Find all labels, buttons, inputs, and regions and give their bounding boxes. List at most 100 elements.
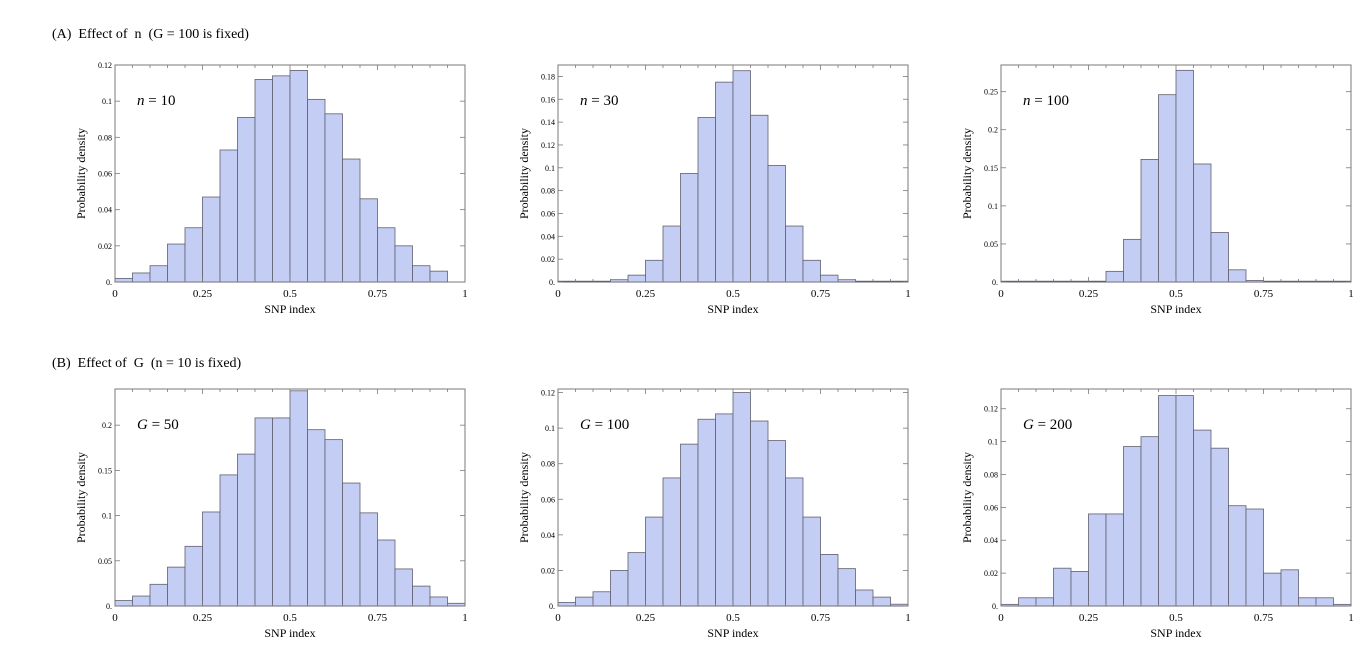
y-tick-label: 0.02 <box>541 566 555 575</box>
y-tick-label: 0.1 <box>988 202 998 211</box>
histogram-bar <box>855 589 874 607</box>
histogram-bar <box>1263 572 1282 607</box>
histogram-bar <box>167 566 186 607</box>
histogram-bar <box>1175 395 1194 607</box>
histogram-bar <box>1228 269 1247 283</box>
panel-annotation: n = 100 <box>1023 93 1069 109</box>
histogram-bar <box>1140 159 1159 283</box>
x-axis-label: SNP index <box>264 626 315 640</box>
histogram-bar <box>307 429 326 607</box>
x-tick-label: 0 <box>998 612 1004 624</box>
histogram-bar <box>732 392 751 607</box>
y-tick-label: 0.04 <box>984 536 998 545</box>
histogram-bar <box>1280 280 1299 283</box>
y-tick-label: 0.04 <box>541 531 555 540</box>
histogram-bar <box>785 477 804 607</box>
panel-annotation: G = 100 <box>580 417 629 433</box>
y-tick-label: 0. <box>106 602 112 611</box>
histogram-bar <box>1315 280 1334 283</box>
histogram-bar <box>359 198 378 283</box>
y-tick-label: 0.05 <box>98 557 112 566</box>
histogram-bar <box>114 600 133 607</box>
y-tick-label: 0.2 <box>102 421 112 430</box>
y-tick-label: 0.08 <box>541 460 555 469</box>
histogram-bar <box>680 173 699 283</box>
y-tick-label: 0.14 <box>541 118 555 127</box>
histogram-bar <box>202 511 221 607</box>
y-tick-label: 0.05 <box>984 240 998 249</box>
x-axis-label: SNP index <box>1150 626 1201 640</box>
x-tick-label: 0 <box>555 612 561 624</box>
x-tick-label: 0.25 <box>193 612 213 624</box>
section-a-title: (A) Effect of n (G = 100 is fixed) <box>52 27 249 42</box>
x-axis-label: SNP index <box>707 626 758 640</box>
histogram-bar <box>377 227 396 283</box>
x-axis-label: SNP index <box>1150 302 1201 316</box>
y-tick-label: 0.08 <box>541 187 555 196</box>
histogram-bar <box>715 81 734 283</box>
x-tick-label: 0.75 <box>811 288 831 300</box>
y-tick-label: 0. <box>549 278 555 287</box>
histogram-bar <box>767 440 786 607</box>
histogram-panel-a1: 0 0.25 0.5 0.75 1 0. 0.02 0.04 0.06 0.08 0.1 0.12 SN… <box>74 61 468 316</box>
histogram-bar <box>184 227 203 283</box>
histogram-bar <box>324 113 343 283</box>
histogram-bar <box>1018 280 1037 283</box>
histogram-bar <box>1123 238 1142 283</box>
histogram-bar <box>820 274 839 283</box>
histogram-panel-a2: 0 0.25 0.5 0.75 1 0. 0.02 0.04 0.06 0.08 0.1 0.12 0.… <box>517 64 911 316</box>
x-tick-label: 0.25 <box>636 288 656 300</box>
histogram-bar <box>184 545 203 607</box>
x-tick-label: 0.75 <box>1254 612 1274 624</box>
histogram-bar <box>1298 280 1317 283</box>
histogram-bar <box>1245 280 1264 283</box>
y-tick-label: 0.15 <box>98 466 112 475</box>
y-tick-label: 0.16 <box>541 95 555 104</box>
y-tick-label: 0.02 <box>541 255 555 264</box>
y-tick-label: 0. <box>549 602 555 611</box>
panel-annotation: G = 200 <box>1023 417 1072 433</box>
x-tick-label: 0.75 <box>368 612 388 624</box>
histogram-bar <box>750 114 769 283</box>
y-tick-label: 0.04 <box>98 206 112 215</box>
histogram-bar <box>750 420 769 607</box>
y-tick-label: 0.08 <box>984 470 998 479</box>
histogram-bar <box>1035 280 1054 283</box>
histogram-bar <box>680 443 699 607</box>
y-tick-label: 0.08 <box>98 133 112 142</box>
histogram-bar <box>149 265 168 283</box>
x-tick-label: 0.25 <box>1079 612 1099 624</box>
histogram-panel-b2: 0 0.25 0.5 0.75 1 0. 0.02 0.04 0.06 0.08 0.1 0.12 SN… <box>517 388 911 640</box>
histogram-bar <box>785 225 804 283</box>
histogram-panel-b3: 0 0.25 0.5 0.75 1 0. 0.02 0.04 0.06 0.08 0.1 0.12 SN… <box>960 388 1354 640</box>
histogram-bar <box>610 570 629 607</box>
histogram-panel-b1: 0 0.25 0.5 0.75 1 0. 0.05 0.1 0.15 0.2 SNP index Pr… <box>74 388 468 640</box>
histogram-bar <box>697 117 716 283</box>
histogram-bar <box>1298 597 1317 607</box>
histogram-bar <box>324 439 343 607</box>
histogram-bar <box>872 596 891 607</box>
histogram-bar <box>592 280 611 283</box>
x-tick-label: 1 <box>905 612 911 624</box>
x-tick-label: 0.25 <box>636 612 656 624</box>
x-axis-label: SNP index <box>264 302 315 316</box>
histogram-bar <box>1105 513 1124 607</box>
histogram-bar <box>627 274 646 283</box>
histogram-bar <box>1088 280 1107 283</box>
histogram-bar <box>610 279 629 283</box>
histogram-bar <box>1053 280 1072 283</box>
y-tick-label: 0.12 <box>984 405 998 414</box>
histogram-bar <box>732 70 751 283</box>
y-tick-label: 0.1 <box>102 97 112 106</box>
histogram-bar <box>1035 597 1054 607</box>
histogram-bar <box>1263 280 1282 283</box>
y-tick-label: 0.02 <box>98 242 112 251</box>
y-tick-label: 0. <box>992 602 998 611</box>
histogram-bar <box>1140 436 1159 607</box>
x-tick-label: 0.75 <box>368 288 388 300</box>
histogram-bar <box>1088 513 1107 607</box>
y-tick-label: 0.04 <box>541 232 555 241</box>
x-tick-label: 0.5 <box>1169 288 1183 300</box>
y-axis-label: Probability density <box>74 128 88 219</box>
y-tick-label: 0.12 <box>541 389 555 398</box>
